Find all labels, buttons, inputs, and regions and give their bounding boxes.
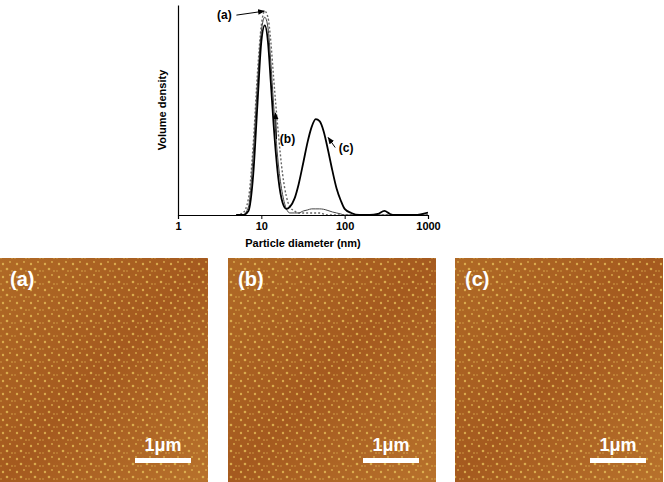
panel-label: (b) xyxy=(238,268,264,290)
scale-bar xyxy=(363,458,419,463)
annotation: (b) xyxy=(280,132,295,146)
panel-label: (c) xyxy=(465,268,489,290)
annotation: (c) xyxy=(339,141,354,155)
scale-bar xyxy=(135,458,191,463)
x-tick-label: 100 xyxy=(336,220,354,232)
afm-image xyxy=(0,258,208,482)
y-axis xyxy=(178,6,179,216)
series-line xyxy=(236,17,428,215)
x-tick: 1 xyxy=(175,215,181,232)
scale-bar-label: 1μm xyxy=(144,435,181,455)
afm-panel: (c) 1μm xyxy=(455,258,663,482)
x-axis: 1 10 100 1000 xyxy=(175,215,440,232)
x-tick: 10 xyxy=(256,215,268,232)
x-tick-mark xyxy=(428,215,429,219)
afm-texture xyxy=(228,258,436,482)
x-tick-label: 1000 xyxy=(416,220,440,232)
y-axis-line xyxy=(178,6,179,216)
y-axis-title: Volume density xyxy=(156,69,168,150)
panel-label: (a) xyxy=(10,268,34,290)
annotation-arrow xyxy=(328,138,335,148)
x-tick: 100 xyxy=(336,215,354,232)
x-axis-title: Particle diameter (nm) xyxy=(245,237,361,249)
series-line xyxy=(236,11,428,215)
x-tick-mark xyxy=(345,215,346,219)
afm-texture xyxy=(0,258,208,482)
x-axis-line xyxy=(179,216,429,220)
annotation-arrow xyxy=(276,113,277,139)
x-tick: 1000 xyxy=(416,215,440,232)
afm-panel: (a) 1μm xyxy=(0,258,208,482)
annotation: (a) xyxy=(217,8,232,22)
scale-bar-label: 1μm xyxy=(372,435,409,455)
figure: 1 10 100 1000 Particle diameter (nm) Volume d… xyxy=(0,0,664,482)
x-tick-label: 10 xyxy=(256,220,268,232)
annotation-arrow xyxy=(236,11,264,15)
afm-image xyxy=(455,258,663,482)
x-tick-mark xyxy=(261,215,262,219)
afm-texture xyxy=(455,258,663,482)
x-tick-mark xyxy=(178,215,179,219)
afm-panel: (b) 1μm xyxy=(228,258,436,482)
scale-bar-label: 1μm xyxy=(599,435,636,455)
series-line xyxy=(236,25,428,215)
scale-bar xyxy=(590,458,646,463)
plot-area xyxy=(236,11,428,215)
afm-image xyxy=(228,258,436,482)
x-tick-label: 1 xyxy=(175,220,181,232)
